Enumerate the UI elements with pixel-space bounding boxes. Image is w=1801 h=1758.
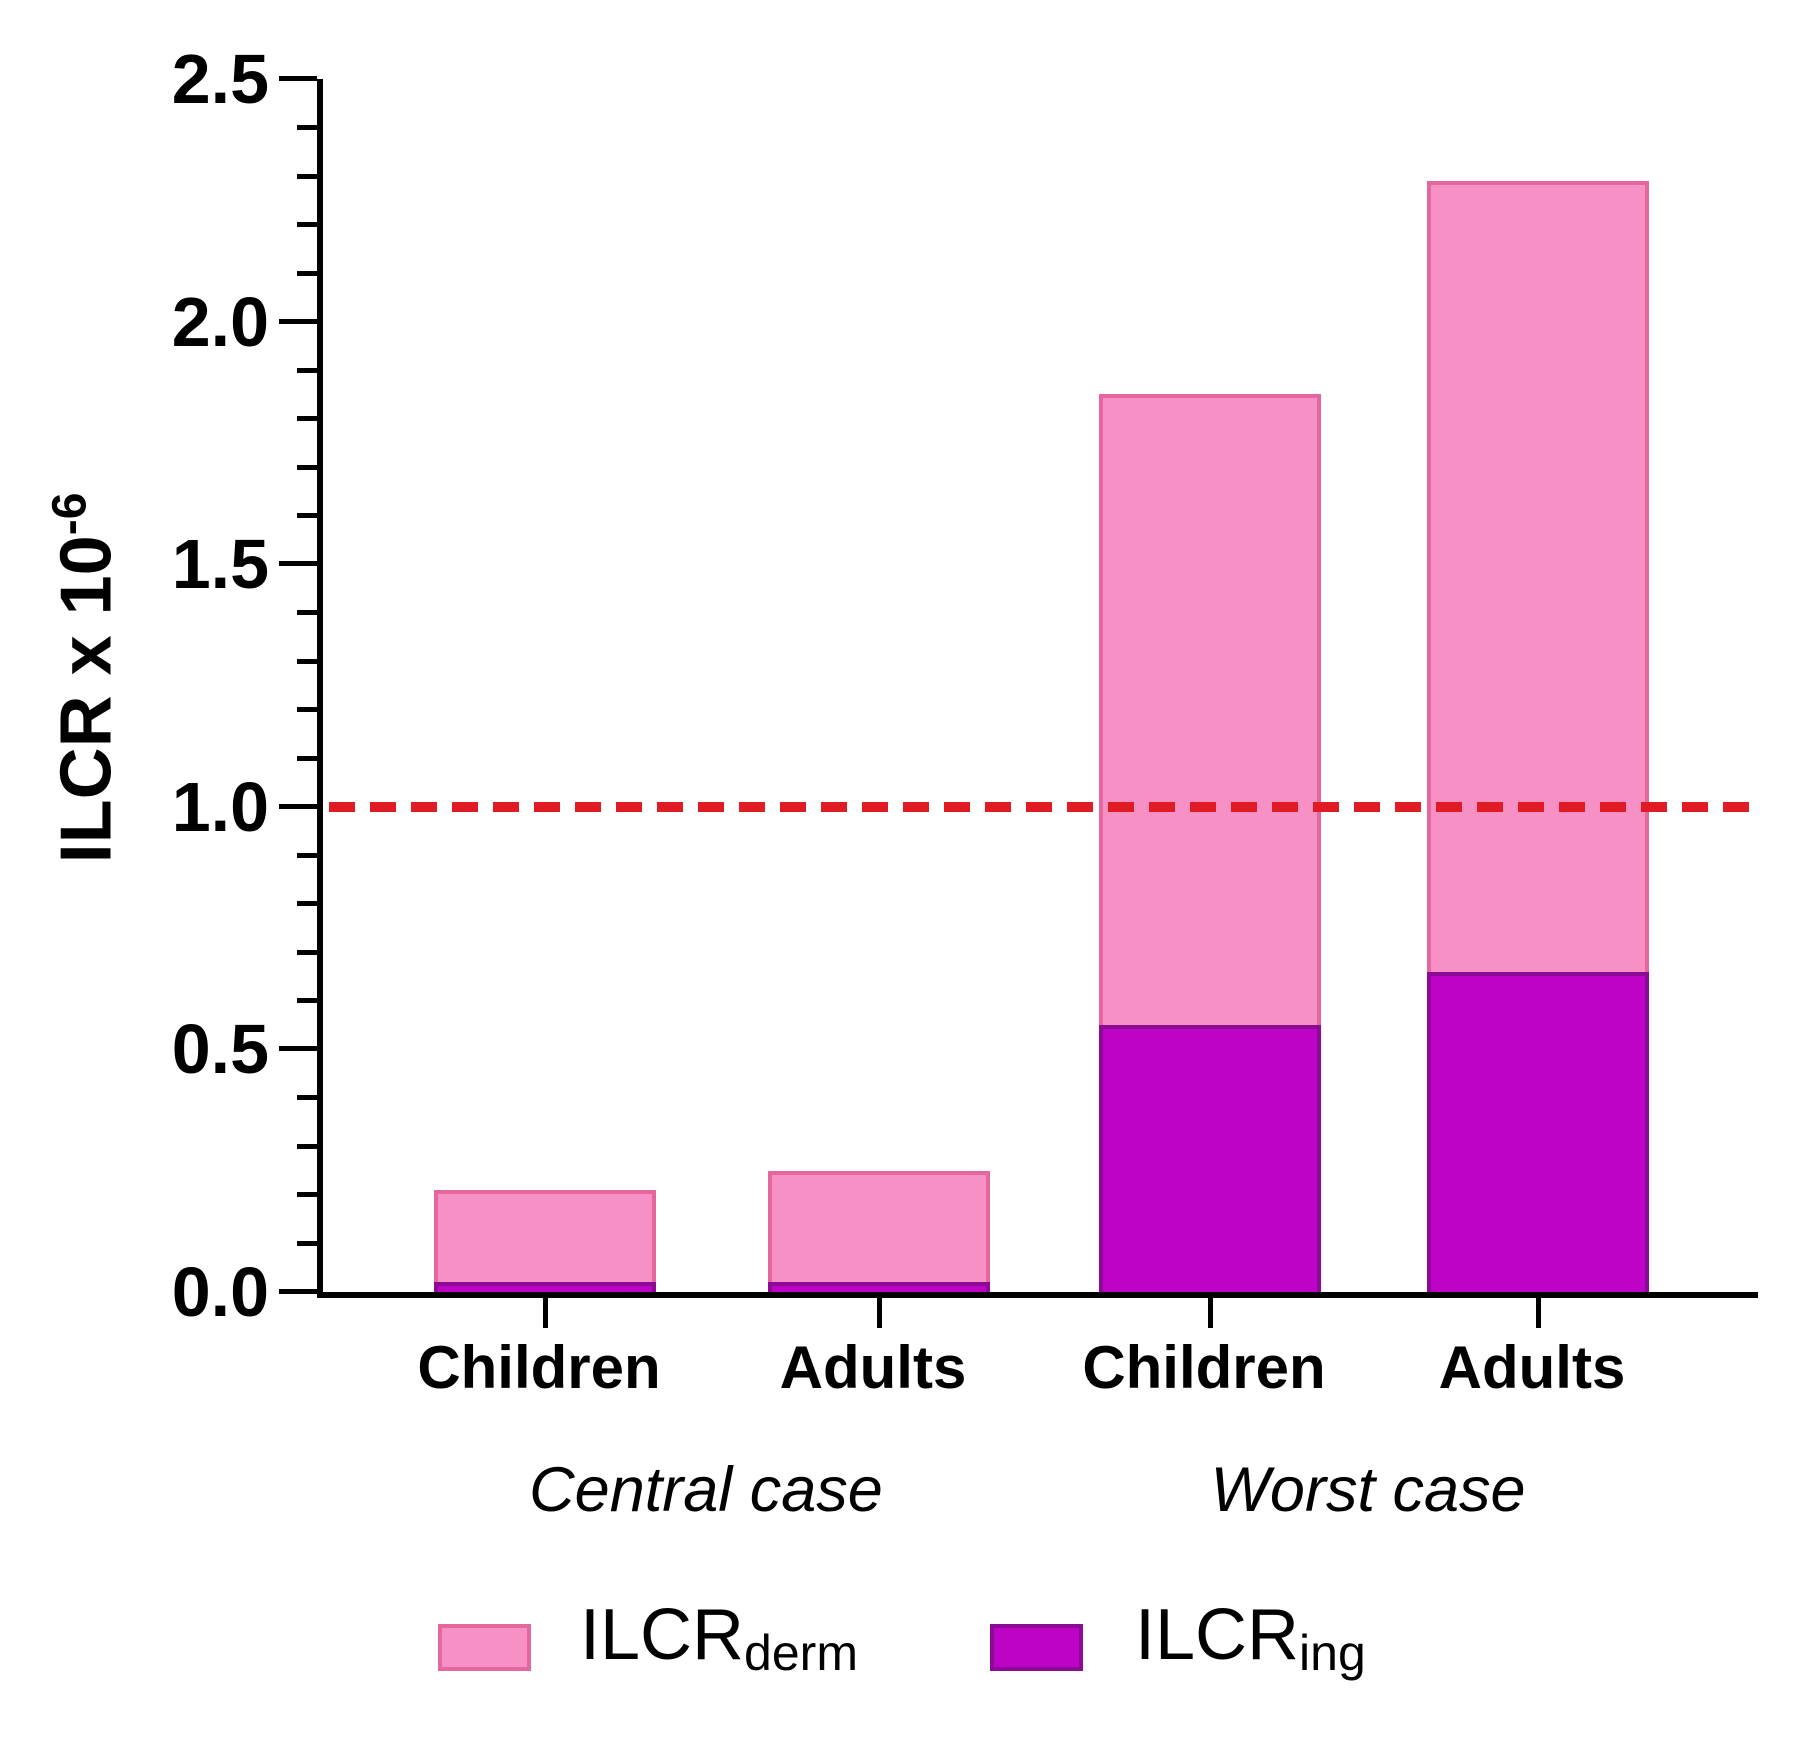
y-axis-minor-tick	[297, 1240, 317, 1246]
y-axis-minor-tick	[297, 173, 317, 179]
y-axis-minor-tick	[297, 1095, 317, 1101]
y-axis-tick-label: 1.5	[171, 525, 269, 604]
y-axis-tick-label: 1.0	[171, 767, 269, 846]
y-axis-minor-tick	[297, 1192, 317, 1198]
y-axis-major-tick	[279, 803, 317, 809]
legend-label-ing: ILCRing	[1135, 1595, 1366, 1681]
y-axis-minor-tick	[297, 707, 317, 713]
y-axis-minor-tick	[297, 464, 317, 470]
y-axis-major-tick	[279, 318, 317, 324]
bar-segment-derm	[1427, 180, 1649, 972]
y-axis-minor-tick	[297, 1143, 317, 1149]
bar-segment-derm	[1099, 394, 1321, 1026]
y-axis-minor-tick	[297, 852, 317, 858]
threshold-line	[329, 801, 1754, 812]
x-category-label: Adults	[1438, 1334, 1626, 1401]
y-axis-minor-tick	[297, 658, 317, 664]
y-axis-minor-tick	[297, 416, 317, 422]
y-axis-tick-label: 0.0	[171, 1253, 269, 1331]
y-axis-minor-tick	[297, 755, 317, 761]
x-axis-category-tick	[1535, 1292, 1541, 1328]
x-category-label: Adults	[779, 1334, 967, 1401]
legend-label-subscript: derm	[744, 1625, 858, 1681]
y-axis-major-tick	[279, 1289, 317, 1294]
y-axis-major-tick	[279, 561, 317, 567]
y-axis-minor-tick	[297, 222, 317, 228]
legend-label-text: ILCR	[580, 1595, 745, 1675]
legend-swatch-ing	[990, 1624, 1083, 1671]
bar-segment-ing	[1427, 971, 1649, 1292]
x-group-label: Central case	[529, 1455, 883, 1525]
y-axis-tick-label: 2.5	[171, 40, 269, 118]
x-axis-category-tick	[1207, 1292, 1213, 1328]
x-group-label: Worst case	[1210, 1455, 1526, 1525]
y-axis-tick-label: 0.5	[171, 1010, 269, 1089]
legend-swatch-derm	[438, 1624, 531, 1671]
y-axis-major-tick	[279, 1046, 317, 1052]
y-axis-minor-tick	[297, 949, 317, 955]
y-axis-minor-tick	[297, 125, 317, 131]
y-axis-minor-tick	[297, 901, 317, 907]
y-axis-minor-tick	[297, 998, 317, 1004]
y-axis-minor-tick	[297, 270, 317, 276]
bar-segment-derm	[768, 1170, 990, 1283]
y-axis-title-exponent: -6	[43, 492, 97, 536]
x-category-label: Children	[1082, 1334, 1326, 1401]
plot-area: 0.0 0.5 1.0 1.5 2.0 2.5	[172, 41, 1758, 1330]
x-axis-category-tick	[876, 1292, 882, 1328]
bar-segment-ing	[768, 1282, 990, 1292]
y-axis-minor-tick	[297, 367, 317, 373]
bar-segment-ing	[434, 1282, 656, 1292]
y-axis-major-tick	[279, 76, 317, 81]
y-axis-minor-tick	[297, 513, 317, 519]
bar-segment-derm	[434, 1190, 656, 1283]
y-axis-tick-label: 2.0	[171, 282, 269, 361]
legend-label-subscript: ing	[1299, 1625, 1366, 1681]
x-axis-category-tick	[542, 1292, 548, 1328]
y-axis-minor-tick	[297, 610, 317, 616]
legend-label-text: ILCR	[1135, 1595, 1300, 1675]
bar-segment-ing	[1099, 1025, 1321, 1292]
x-category-label: Children	[417, 1334, 661, 1401]
legend-label-derm: ILCRderm	[580, 1595, 858, 1681]
